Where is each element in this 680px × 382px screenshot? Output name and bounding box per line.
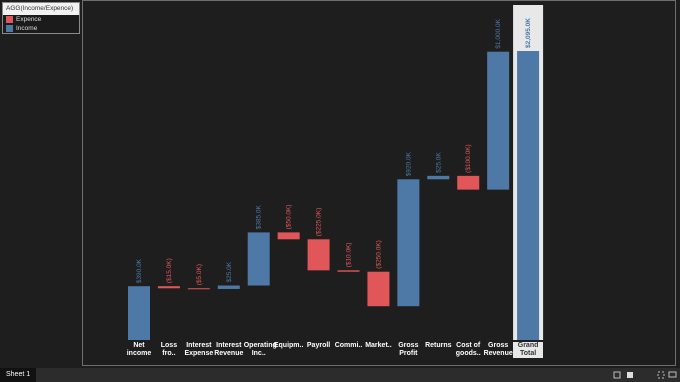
value-label: $390.0K bbox=[136, 258, 143, 283]
legend-title: AGG(Income/Expence) bbox=[3, 3, 79, 15]
legend-swatch bbox=[6, 16, 13, 23]
chart-frame bbox=[82, 0, 676, 366]
category-label: Market.. bbox=[365, 342, 392, 349]
bar bbox=[367, 271, 390, 307]
category-label: Cost of goods.. bbox=[455, 342, 481, 357]
bar bbox=[217, 285, 240, 289]
bar bbox=[187, 288, 210, 290]
category-label: Equipm.. bbox=[273, 342, 304, 349]
category-label: Gross Revenue bbox=[483, 342, 513, 357]
bar bbox=[457, 175, 480, 190]
value-label: ($5.0K) bbox=[196, 264, 203, 285]
value-label: $25.0K bbox=[435, 152, 442, 173]
value-label: ($15.0K) bbox=[166, 258, 173, 283]
category-label: Interest Revenue bbox=[214, 342, 244, 357]
icon[interactable] bbox=[613, 371, 621, 379]
category-label: Operating Inc.. bbox=[243, 342, 277, 357]
chart: $390.0K ($15.0K) ($5.0K) $25.0K $385.0K ($50.… bbox=[128, 5, 544, 340]
value-label: ($225.0K) bbox=[316, 208, 323, 237]
bar bbox=[277, 232, 300, 240]
legend: AGG(Income/Expence) Expence Income bbox=[2, 2, 80, 34]
bar bbox=[427, 175, 450, 180]
category-label: Returns bbox=[425, 342, 452, 349]
value-label: $1,000.0K bbox=[495, 18, 502, 48]
category-label: Commi.. bbox=[334, 342, 363, 349]
value-label: ($250.0K) bbox=[375, 240, 382, 269]
icon[interactable] bbox=[668, 371, 677, 378]
bar bbox=[517, 51, 540, 340]
category-label: Payroll bbox=[306, 342, 331, 349]
icon[interactable] bbox=[627, 372, 633, 378]
legend-entry: Expence bbox=[3, 15, 79, 24]
legend-label: Expence bbox=[16, 16, 42, 23]
bar bbox=[157, 286, 180, 289]
value-label: $25.0K bbox=[226, 261, 233, 282]
toolbar-icons bbox=[613, 371, 677, 379]
value-label: $2,095.0K bbox=[525, 18, 532, 48]
value-label: ($10.0K) bbox=[346, 242, 353, 267]
bar bbox=[307, 239, 330, 271]
icon[interactable] bbox=[657, 371, 665, 379]
value-label: $385.0K bbox=[256, 205, 263, 230]
value-label: ($50.0K) bbox=[286, 204, 293, 229]
bar bbox=[128, 286, 150, 340]
value-label: $920.0K bbox=[405, 151, 412, 176]
category-label: Net income bbox=[126, 342, 152, 357]
bar bbox=[487, 51, 510, 190]
bar bbox=[247, 232, 270, 286]
category-label: Interest Expense bbox=[184, 342, 214, 357]
legend-label: Income bbox=[16, 25, 38, 32]
sheet-tab[interactable]: Sheet 1 bbox=[0, 368, 37, 382]
bar bbox=[397, 179, 420, 307]
bottom-bar: Sheet 1 bbox=[0, 368, 680, 382]
legend-entry: Income bbox=[3, 24, 79, 33]
bar bbox=[337, 270, 360, 272]
value-label: ($100.0K) bbox=[465, 144, 472, 173]
category-label: Grand Total bbox=[513, 342, 544, 358]
category-label: Gross Profit bbox=[398, 342, 419, 357]
category-label: Loss fro.. bbox=[160, 342, 178, 357]
legend-swatch bbox=[6, 25, 13, 32]
